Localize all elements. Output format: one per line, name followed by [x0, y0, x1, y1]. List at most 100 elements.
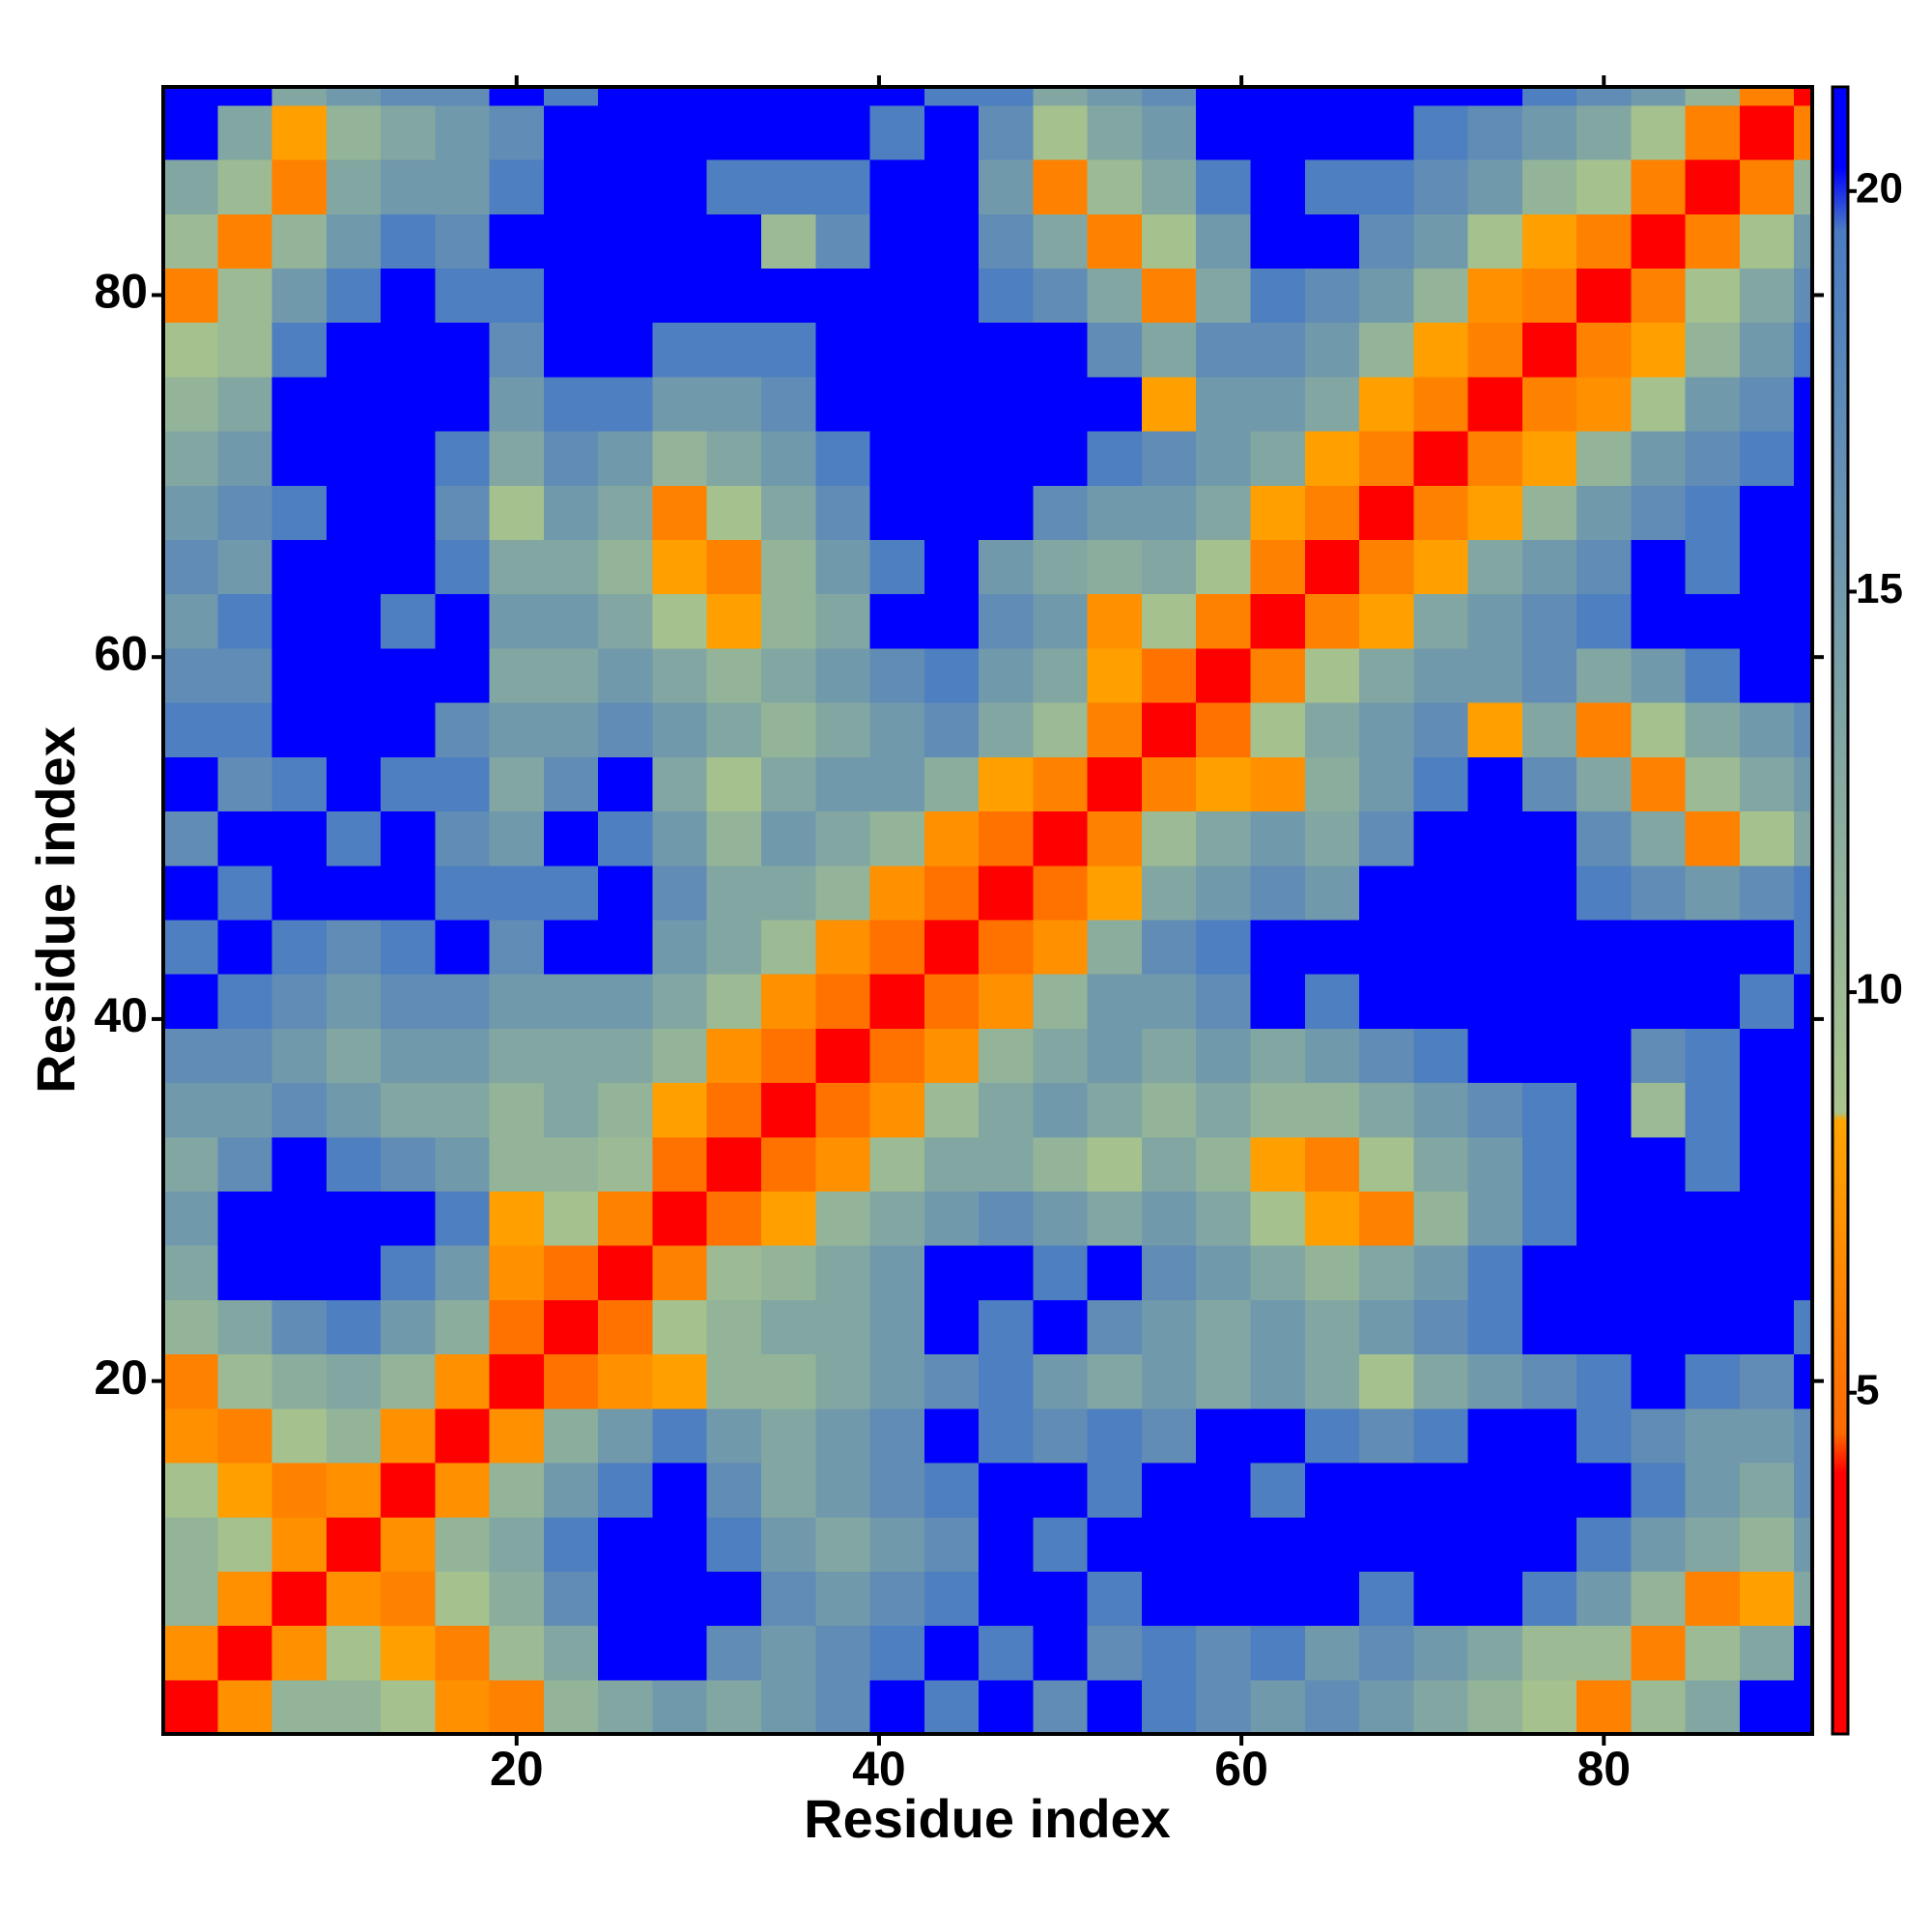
heatmap-cell	[1304, 593, 1360, 649]
heatmap-cell	[1250, 1028, 1306, 1084]
heatmap-cell	[652, 1407, 708, 1463]
heatmap-cell	[1304, 756, 1360, 812]
heatmap-cell	[1413, 1028, 1469, 1084]
heatmap-cell	[652, 647, 708, 703]
heatmap-cell	[1685, 1190, 1741, 1246]
heatmap-cell	[1087, 104, 1143, 160]
heatmap-cell	[652, 322, 708, 378]
heatmap-cell	[923, 647, 980, 703]
heatmap-cell	[598, 213, 654, 269]
heatmap-cell	[1577, 87, 1633, 106]
heatmap-cell	[1087, 376, 1143, 432]
heatmap-cell	[1685, 1407, 1741, 1463]
heatmap-cell	[1739, 87, 1795, 106]
heatmap-cell	[1794, 213, 1812, 269]
heatmap-cell	[1577, 865, 1633, 921]
heatmap-cell	[979, 702, 1034, 757]
heatmap-cell	[1304, 430, 1360, 486]
heatmap-cell	[652, 1082, 708, 1138]
heatmap-cell	[1413, 974, 1469, 1029]
heatmap-cell	[381, 430, 436, 486]
heatmap-cell	[326, 810, 382, 867]
heatmap-cell	[271, 158, 327, 214]
heatmap-cell	[652, 1517, 708, 1572]
heatmap-cell	[923, 539, 980, 595]
heatmap-cell	[1141, 268, 1197, 324]
heatmap-cell	[217, 919, 273, 975]
heatmap-cell	[979, 1571, 1034, 1627]
heatmap-cell	[869, 322, 925, 378]
heatmap-cell	[1033, 756, 1089, 812]
heatmap-cell	[1196, 322, 1252, 378]
heatmap-cell	[1087, 1190, 1143, 1246]
heatmap-cell	[1467, 1517, 1523, 1572]
heatmap-cell	[1521, 213, 1577, 269]
heatmap-cell	[1196, 268, 1252, 324]
heatmap-cell	[543, 158, 599, 214]
heatmap-cell	[489, 1517, 545, 1572]
heatmap-cell	[1033, 1571, 1089, 1627]
heatmap-cell	[1577, 322, 1633, 378]
heatmap-cell	[869, 1517, 925, 1572]
heatmap-cell	[543, 1625, 599, 1681]
heatmap-cell	[815, 974, 871, 1029]
heatmap-cell	[869, 1462, 925, 1518]
heatmap-cell	[598, 1028, 654, 1084]
x-tick-label: 60	[1214, 1742, 1268, 1796]
heatmap-cell	[1250, 539, 1306, 595]
heatmap-cell	[543, 1407, 599, 1463]
heatmap-cell	[271, 1571, 327, 1627]
heatmap-cell	[217, 376, 273, 432]
heatmap-cell	[1577, 593, 1633, 649]
heatmap-cell	[869, 1571, 925, 1627]
heatmap-cell	[1685, 1571, 1741, 1627]
heatmap-cell	[326, 1625, 382, 1681]
heatmap-cell	[1467, 1679, 1523, 1734]
heatmap-cell	[1413, 213, 1469, 269]
heatmap-cell	[1739, 376, 1795, 432]
heatmap-cell	[923, 810, 980, 867]
heatmap-cell	[815, 1353, 871, 1409]
heatmap-cell	[598, 974, 654, 1029]
heatmap-cell	[923, 1136, 980, 1192]
heatmap-cell	[1359, 974, 1414, 1029]
heatmap-cell	[815, 430, 871, 486]
heatmap-cell	[1033, 213, 1089, 269]
heatmap-cell	[1033, 87, 1089, 106]
heatmap-cell	[869, 810, 925, 867]
heatmap-cell	[923, 974, 980, 1029]
heatmap-cell	[1141, 1190, 1197, 1246]
heatmap-cell	[1141, 430, 1197, 486]
heatmap-cell	[1521, 865, 1577, 921]
heatmap-cell	[706, 1245, 762, 1300]
heatmap-cell	[1141, 974, 1197, 1029]
heatmap-cell	[1685, 593, 1741, 649]
heatmap-cell	[1141, 702, 1197, 757]
heatmap-cell	[1577, 539, 1633, 595]
heatmap-cell	[869, 647, 925, 703]
heatmap-cell	[1033, 104, 1089, 160]
heatmap-cell	[489, 1028, 545, 1084]
heatmap-cell	[706, 376, 762, 432]
heatmap-cell	[1250, 1082, 1306, 1138]
heatmap-cell	[1794, 268, 1812, 324]
heatmap-cell	[1359, 1082, 1414, 1138]
heatmap-cell	[652, 593, 708, 649]
heatmap-cell	[543, 322, 599, 378]
heatmap-cell	[1141, 865, 1197, 921]
heatmap-cell	[163, 539, 218, 595]
heatmap-cell	[1467, 268, 1523, 324]
heatmap-cell	[1631, 919, 1687, 975]
heatmap-cell	[815, 1028, 871, 1084]
heatmap-cell	[1250, 1571, 1306, 1627]
heatmap-cell	[1631, 1136, 1687, 1192]
heatmap-cell	[381, 756, 436, 812]
heatmap-cell	[869, 1136, 925, 1192]
heatmap-cell	[1413, 1462, 1469, 1518]
heatmap-cell	[381, 104, 436, 160]
heatmap-cell	[381, 647, 436, 703]
heatmap-cell	[1304, 810, 1360, 867]
heatmap-cell	[1196, 1462, 1252, 1518]
heatmap-cell	[598, 1517, 654, 1572]
heatmap-cell	[1033, 1407, 1089, 1463]
